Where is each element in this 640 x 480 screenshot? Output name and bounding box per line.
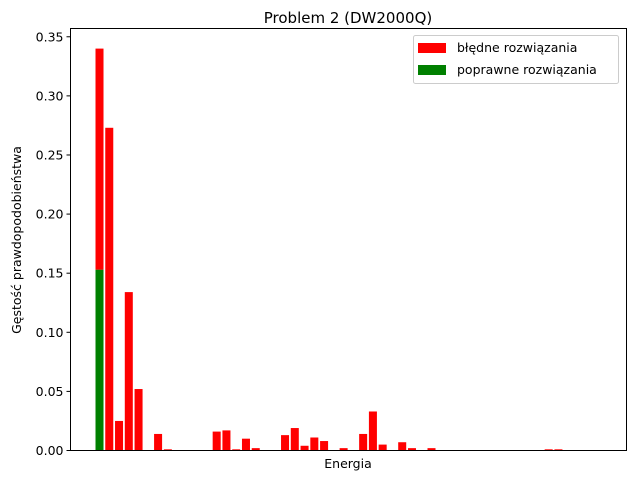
legend: błędne rozwiązania poprawne rozwiązania	[413, 35, 619, 84]
chart-title: Problem 2 (DW2000Q)	[264, 9, 432, 27]
bar-bledne-bin-7	[163, 449, 172, 451]
y-tick-label: 0.20	[36, 207, 64, 222]
bar-bledne-bin-34	[427, 448, 436, 451]
bar-bledne-bin-46	[544, 449, 553, 451]
y-axis-label: Gęstość prawdopodobieństwa	[9, 146, 24, 334]
bar-bledne-bin-15	[241, 438, 250, 451]
y-tick-label: 0.15	[36, 266, 64, 281]
y-axis-ticks: 0.00 0.05 0.10 0.15 0.20 0.25 0.30 0.35	[36, 29, 71, 458]
y-tick-label: 0.25	[36, 147, 64, 162]
bar-bledne-bin-22	[310, 437, 319, 451]
bar-bledne-bin-13	[222, 430, 231, 451]
bar-bledne-bin-1	[105, 127, 114, 451]
bar-bledne-bin-2	[115, 420, 124, 451]
bar-bledne-bin-47	[554, 449, 563, 451]
bar-bledne-bin-32	[407, 448, 416, 451]
bar-bledne-bin-28	[368, 411, 377, 451]
legend-label-poprawne: poprawne rozwiązania	[457, 62, 597, 77]
bar-bledne-bin-16	[251, 448, 260, 451]
y-tick-label: 0.10	[36, 325, 64, 340]
legend-swatch-poprawne	[418, 65, 446, 75]
bar-poprawne-bin-0	[95, 269, 104, 451]
bar-bledne-bin-19	[281, 435, 290, 451]
bar-bledne-bin-29	[378, 444, 387, 451]
legend-frame	[413, 35, 619, 84]
bar-bledne-bin-12	[212, 431, 221, 451]
y-tick-label: 0.05	[36, 384, 64, 399]
bar-bledne-bin-21	[300, 445, 309, 451]
y-tick-label: 0.00	[36, 443, 64, 458]
bar-bledne-bin-3	[124, 292, 133, 451]
plot-frame	[70, 28, 627, 451]
legend-label-bledne: błędne rozwiązania	[457, 40, 577, 55]
legend-swatch-bledne	[418, 43, 446, 53]
bar-bledne-bin-20	[290, 428, 299, 451]
bar-bledne-bin-6	[154, 433, 163, 451]
bars	[95, 48, 563, 451]
bar-bledne-bin-25	[339, 448, 348, 451]
bar-bledne-bin-14	[232, 449, 241, 451]
bar-bledne-bin-31	[398, 442, 407, 451]
y-tick-label: 0.35	[36, 29, 64, 44]
bar-bledne-bin-23	[320, 441, 329, 451]
y-tick-label: 0.30	[36, 88, 64, 103]
bar-bledne-bin-4	[134, 389, 143, 451]
bar-bledne-bin-27	[359, 433, 368, 451]
bar-bledne-bin-0	[95, 48, 104, 270]
x-axis-label: Energia	[324, 456, 372, 471]
